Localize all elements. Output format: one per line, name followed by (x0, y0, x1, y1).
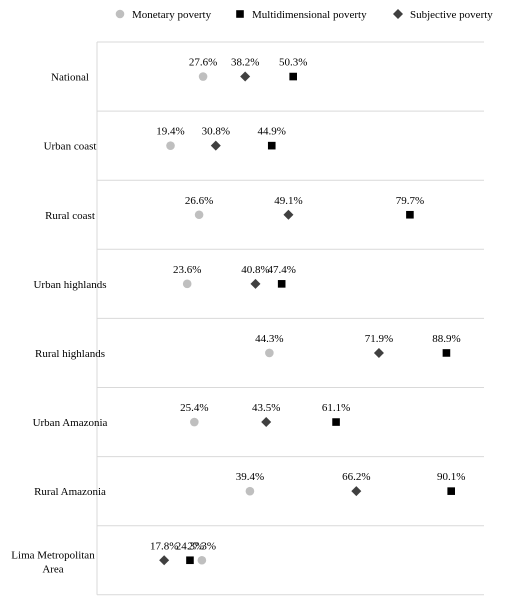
data-label-monetary-poverty: 25.4% (180, 402, 208, 414)
data-label-monetary-poverty: 23.6% (173, 264, 201, 276)
marker-monetary-poverty (197, 555, 207, 565)
marker-subjective-poverty (261, 417, 272, 428)
marker-multidimensional-poverty (289, 72, 297, 81)
legend-marker-subjective-poverty (393, 9, 403, 19)
data-label-monetary-poverty: 44.3% (255, 333, 283, 345)
data-label-subjective-poverty: 71.9% (365, 333, 393, 345)
data-label-multidimensional-poverty: 47.4% (267, 264, 295, 276)
legend: Monetary poverty Multidimensional poverty… (115, 9, 493, 21)
point-subjective-poverty-national: 38.2% (231, 57, 259, 82)
category-label-urban-amazonia: Urban Amazonia (33, 417, 108, 429)
marker-subjective-poverty (250, 278, 261, 289)
data-label-subjective-poverty: 66.2% (342, 471, 370, 483)
marker-multidimensional-poverty (406, 210, 414, 219)
marker-monetary-poverty (182, 279, 192, 289)
data-label-subjective-poverty: 17.8% (150, 540, 178, 552)
legend-label-subjective-poverty: Subjective poverty (410, 9, 493, 21)
legend-marker-multidimensional-poverty (236, 10, 244, 18)
point-subjective-poverty-rural-highlands: 71.9% (365, 333, 393, 358)
marker-multidimensional-poverty (277, 280, 286, 288)
category-label-rural-coast: Rural coast (45, 210, 95, 222)
data-label-multidimensional-poverty: 88.9% (432, 333, 460, 345)
plot-frame (96, 41, 484, 596)
point-multidimensional-poverty-rural-amazonia: 90.1% (437, 471, 465, 495)
point-subjective-poverty-urban-amazonia: 43.5% (252, 402, 280, 428)
legend-item-multidimensional-poverty: Multidimensional poverty (236, 9, 367, 21)
marker-multidimensional-poverty (186, 556, 194, 565)
data-label-multidimensional-poverty: 50.3% (279, 57, 307, 69)
category-label-urban-coast: Urban coast (44, 141, 97, 153)
point-monetary-poverty-national: 27.6% (189, 57, 217, 81)
point-multidimensional-poverty-urban-highlands: 47.4% (267, 264, 296, 288)
point-multidimensional-poverty-rural-coast: 79.7% (396, 195, 424, 219)
category-label-lima-metropolitan-area: Lima Metropolitan Area (11, 549, 95, 575)
point-multidimensional-poverty-lima-metropolitan-area: 24.3% (176, 540, 204, 565)
data-label-multidimensional-poverty: 44.9% (258, 126, 286, 138)
point-subjective-poverty-rural-coast: 49.1% (274, 195, 303, 220)
data-label-subjective-poverty: 38.2% (231, 57, 259, 69)
point-multidimensional-poverty-urban-amazonia: 61.1% (322, 402, 350, 426)
data-label-subjective-poverty: 49.1% (274, 195, 302, 207)
marker-monetary-poverty (194, 210, 204, 220)
marker-subjective-poverty (373, 347, 384, 358)
marker-multidimensional-poverty (267, 141, 276, 150)
data-label-monetary-poverty: 27.6% (189, 57, 217, 69)
marker-subjective-poverty (283, 209, 294, 220)
marker-subjective-poverty (240, 71, 251, 82)
point-monetary-poverty-lima-metropolitan-area: 27.3% (188, 540, 216, 565)
marks: 27.6% 19.4% 26.6% 23.6% 44.3% 25.4% 39.4% 27.3%… (150, 57, 465, 566)
marker-multidimensional-poverty (332, 418, 340, 426)
category-label-rural-amazonia: Rural Amazonia (34, 486, 106, 498)
data-label-subjective-poverty: 30.8% (202, 126, 230, 138)
data-label-subjective-poverty: 43.5% (252, 402, 280, 414)
marker-monetary-poverty (190, 417, 199, 427)
data-label-multidimensional-poverty: 24.3% (176, 540, 204, 552)
point-multidimensional-poverty-national: 50.3% (279, 57, 307, 81)
data-label-monetary-poverty: 26.6% (185, 195, 213, 207)
category-labels: National Urban coast Rural coast Urban high… (11, 72, 107, 576)
legend-item-monetary-poverty: Monetary poverty (115, 9, 212, 21)
category-label-urban-highlands: Urban highlands (33, 279, 106, 291)
point-subjective-poverty-rural-amazonia: 66.2% (342, 471, 371, 497)
point-monetary-poverty-urban-coast: 19.4% (156, 126, 185, 150)
marker-subjective-poverty (210, 140, 221, 151)
data-label-monetary-poverty: 19.4% (156, 126, 184, 138)
category-label-national: National (51, 72, 89, 84)
point-subjective-poverty-urban-coast: 30.8% (202, 126, 230, 151)
legend-label-multidimensional-poverty: Multidimensional poverty (252, 9, 367, 21)
marker-multidimensional-poverty (442, 349, 451, 357)
data-label-subjective-poverty: 40.8% (241, 264, 269, 276)
data-label-multidimensional-poverty: 90.1% (437, 471, 465, 483)
category-label-rural-highlands: Rural highlands (35, 348, 105, 360)
marker-monetary-poverty (198, 72, 208, 81)
data-label-multidimensional-poverty: 61.1% (322, 402, 350, 414)
point-monetary-poverty-urban-amazonia: 25.4% (180, 402, 209, 427)
point-monetary-poverty-rural-highlands: 44.3% (255, 333, 284, 358)
point-monetary-poverty-rural-amazonia: 39.4% (236, 471, 264, 496)
data-label-monetary-poverty: 39.4% (236, 471, 264, 483)
marker-monetary-poverty (166, 141, 175, 150)
legend-label-monetary-poverty: Monetary poverty (132, 9, 212, 21)
data-label-monetary-poverty: 27.3% (188, 540, 216, 552)
marker-multidimensional-poverty (447, 487, 455, 495)
point-monetary-poverty-rural-coast: 26.6% (185, 195, 213, 220)
point-multidimensional-poverty-rural-highlands: 88.9% (432, 333, 461, 357)
data-label-multidimensional-poverty: 79.7% (396, 195, 424, 207)
point-multidimensional-poverty-urban-coast: 44.9% (258, 126, 286, 150)
legend-item-subjective-poverty: Subjective poverty (393, 9, 493, 21)
marker-subjective-poverty (159, 555, 170, 566)
marker-subjective-poverty (351, 486, 362, 497)
point-monetary-poverty-urban-highlands: 23.6% (173, 264, 201, 289)
marker-monetary-poverty (245, 486, 255, 496)
legend-marker-monetary-poverty (115, 9, 125, 19)
point-subjective-poverty-lima-metropolitan-area: 17.8% (150, 540, 178, 566)
marker-monetary-poverty (265, 348, 274, 358)
point-subjective-poverty-urban-highlands: 40.8% (241, 264, 270, 289)
